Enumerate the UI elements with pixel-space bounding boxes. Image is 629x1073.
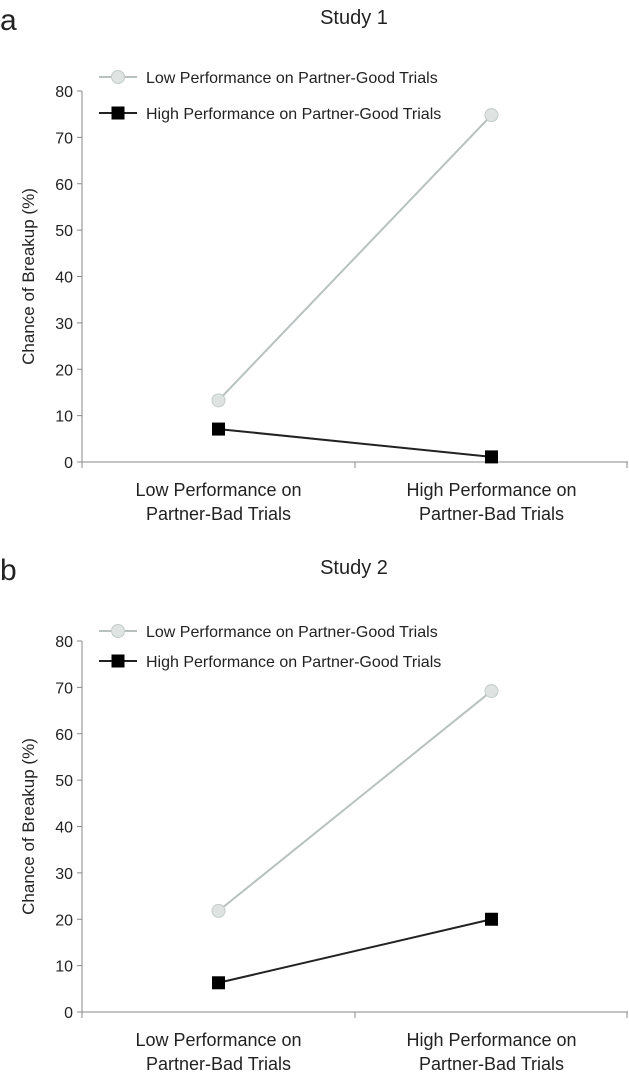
y-tick-label: 50 (55, 223, 73, 240)
panel-label: b (0, 554, 17, 587)
y-tick-label: 10 (55, 959, 73, 976)
legend-label: High Performance on Partner-Good Trials (146, 654, 441, 671)
y-tick-label: 0 (64, 455, 73, 472)
data-point (485, 450, 498, 464)
x-tick-label: Partner-Bad Trials (419, 504, 564, 524)
y-tick-label: 20 (55, 362, 73, 379)
data-point (211, 903, 226, 918)
series-line (217, 114, 493, 402)
series-line (217, 690, 493, 912)
data-point (484, 684, 499, 699)
y-tick-label: 70 (55, 130, 73, 147)
x-tick-label: High Performance on (406, 1030, 576, 1050)
x-tick-label: Partner-Bad Trials (146, 504, 291, 524)
x-tick-label: Low Performance on (135, 1030, 301, 1050)
legend-marker (111, 624, 125, 638)
y-tick-label: 40 (55, 820, 73, 837)
y-tick-label: 30 (55, 316, 73, 333)
data-point (211, 393, 226, 408)
chart-title: Study 2 (320, 557, 388, 579)
data-point (212, 976, 225, 990)
data-point (485, 912, 498, 926)
y-tick-label: 0 (64, 1005, 73, 1022)
data-point (484, 108, 499, 123)
chart-panel-a: a Study 1 0 10 20 30 40 50 60 70 80 Chance of Break… (0, 4, 628, 524)
legend-label: Low Performance on Partner-Good Trials (146, 70, 438, 87)
y-tick-label: 80 (55, 84, 73, 101)
legend-label: Low Performance on Partner-Good Trials (146, 624, 438, 641)
panel-label: a (0, 4, 17, 37)
series-line (218, 918, 492, 984)
y-tick-label: 20 (55, 912, 73, 929)
y-tick-label: 60 (55, 727, 73, 744)
chart-panel-b: b Study 2 0 10 20 30 40 50 60 70 80 Chance of Break… (0, 554, 628, 1073)
x-tick-label: Partner-Bad Trials (146, 1054, 291, 1073)
y-tick-label: 10 (55, 409, 73, 426)
x-tick-label: Low Performance on (135, 480, 301, 500)
y-tick-label: 80 (55, 634, 73, 651)
y-tick-label: 70 (55, 680, 73, 697)
y-axis-label: Chance of Breakup (%) (19, 188, 38, 365)
data-point (212, 422, 225, 436)
y-tick-label: 50 (55, 773, 73, 790)
legend-marker (111, 70, 125, 84)
x-tick-label: High Performance on (406, 480, 576, 500)
y-tick-label: 60 (55, 177, 73, 194)
y-axis-label: Chance of Breakup (%) (19, 738, 38, 915)
chart-title: Study 1 (320, 7, 388, 29)
legend-marker (111, 106, 125, 120)
legend-marker (111, 654, 125, 668)
y-tick-label: 40 (55, 270, 73, 287)
series-line (218, 428, 492, 458)
x-tick-label: Partner-Bad Trials (419, 1054, 564, 1073)
y-tick-label: 30 (55, 866, 73, 883)
legend-label: High Performance on Partner-Good Trials (146, 106, 441, 123)
